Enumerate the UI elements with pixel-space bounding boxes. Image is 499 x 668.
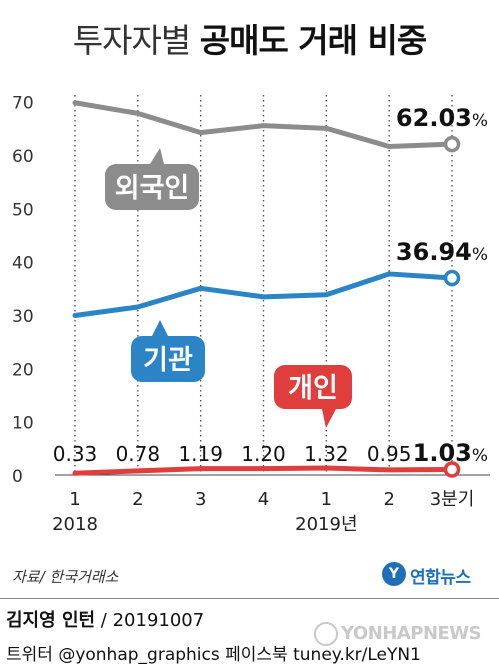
data-label-number: 1.03 bbox=[413, 439, 472, 467]
yonhap-logo: Y 연합뉴스 bbox=[382, 562, 492, 588]
callout-tail-0 bbox=[150, 148, 164, 164]
series-callout-label-2: 개인 bbox=[288, 373, 338, 404]
data-label-number: 1.19 bbox=[178, 442, 223, 466]
series-line-1 bbox=[72, 271, 455, 319]
data-label-individual: 1.32 bbox=[304, 442, 349, 466]
footer-divider bbox=[0, 598, 499, 599]
y-tick-label: 20 bbox=[12, 360, 34, 380]
byline-name: 김지영 인턴 bbox=[6, 610, 96, 631]
series-end-marker-0 bbox=[443, 135, 461, 153]
watermark-text: YONHAPNEWS bbox=[341, 623, 482, 644]
callout-box-1 bbox=[131, 336, 205, 382]
callout-tail-1 bbox=[152, 320, 168, 336]
social-links: 트위터 @yonhap_graphics 페이스북 tuney.kr/LeYN1 bbox=[6, 645, 421, 665]
series-callout-label-0: 외국인 bbox=[115, 173, 190, 204]
y-tick-label: 60 bbox=[12, 147, 34, 167]
callout-tail-2 bbox=[322, 409, 336, 428]
x-tick-label: 1 bbox=[321, 489, 332, 510]
data-label-number: 0.95 bbox=[367, 442, 412, 466]
byline: 김지영 인턴 / 20191007 bbox=[6, 606, 204, 632]
end-value-label-0: 62.03% bbox=[396, 104, 488, 132]
y-tick-label: 10 bbox=[12, 414, 34, 434]
y-tick-label: 0 bbox=[12, 467, 23, 487]
callout-box-2 bbox=[274, 365, 352, 409]
data-label-number: 1.32 bbox=[304, 442, 349, 466]
series-line-2 bbox=[72, 465, 455, 476]
watermark: YONHAPNEWS bbox=[314, 622, 482, 646]
data-label-individual: 0.33 bbox=[53, 442, 98, 466]
callout-box-0 bbox=[105, 164, 199, 210]
data-label-individual: 0.95 bbox=[367, 442, 412, 466]
data-label-number: 0.78 bbox=[116, 442, 161, 466]
end-value-unit: % bbox=[472, 111, 488, 131]
end-value-number: 36.94 bbox=[396, 238, 472, 266]
data-label-individual: 1.19 bbox=[178, 442, 223, 466]
data-label-individual: 1.20 bbox=[241, 442, 286, 466]
logo-text: 연합뉴스 bbox=[410, 568, 471, 588]
chart-title-light: 투자자별 bbox=[72, 21, 191, 60]
x-tick-label: 3분기 bbox=[430, 489, 475, 510]
x-tick-label: 2 bbox=[383, 489, 394, 510]
series-callout-label-1: 기관 bbox=[143, 345, 193, 376]
series-end-marker-1 bbox=[443, 269, 461, 287]
x-tick-label: 4 bbox=[258, 489, 269, 510]
x-year-label: 2018 bbox=[52, 514, 98, 535]
series-line-0 bbox=[72, 100, 455, 149]
chart-title-bold: 공매도 거래 비중 bbox=[199, 21, 427, 60]
y-tick-label: 30 bbox=[12, 307, 34, 327]
data-label-number: 1.20 bbox=[241, 442, 286, 466]
end-value-label-1: 36.94% bbox=[396, 238, 488, 266]
watermark-circle-icon bbox=[314, 622, 338, 646]
y-tick-label: 40 bbox=[12, 254, 34, 274]
logo-mark-icon: Y bbox=[382, 562, 406, 586]
end-value-number: 62.03 bbox=[396, 104, 472, 132]
byline-date: / 20191007 bbox=[95, 610, 205, 631]
data-label-individual: 0.78 bbox=[116, 442, 161, 466]
y-tick-label: 70 bbox=[12, 94, 34, 114]
source-note: 자료/ 한국거래소 bbox=[12, 568, 119, 586]
end-value-unit: % bbox=[472, 245, 488, 265]
series-end-marker-2 bbox=[443, 461, 461, 478]
x-tick-label: 1 bbox=[69, 489, 80, 510]
x-tick-label: 3 bbox=[195, 489, 206, 510]
data-label-individual: 1.03% bbox=[413, 439, 488, 467]
data-label-number: 0.33 bbox=[53, 442, 98, 466]
x-tick-label: 2 bbox=[132, 489, 143, 510]
data-label-unit: % bbox=[472, 446, 488, 466]
y-tick-label: 50 bbox=[12, 200, 34, 220]
x-year-label: 2019년 bbox=[295, 514, 357, 535]
chart-title: 투자자별 공매도 거래 비중 bbox=[0, 14, 499, 62]
